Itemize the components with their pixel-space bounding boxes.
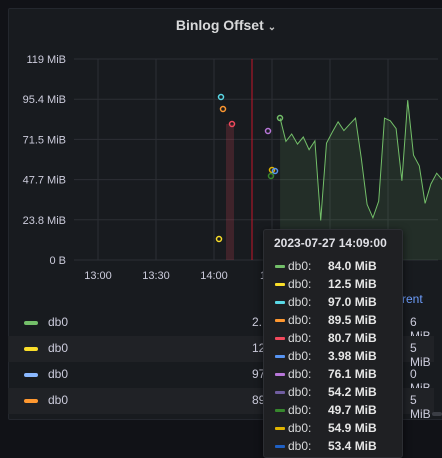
tooltip-row: db0: 89.5 MiB [264, 312, 402, 330]
y-tick-label: 0 B [49, 255, 66, 267]
tooltip-row: db0: 49.7 MiB [264, 402, 402, 420]
legend-series-name: db0 [48, 367, 68, 381]
tooltip-series-name: db0: [288, 313, 311, 327]
legend-series-name: db0 [48, 393, 68, 407]
tooltip-swatch [275, 409, 285, 412]
hover-point [266, 129, 271, 134]
hover-point [219, 95, 224, 100]
tooltip-swatch [275, 337, 285, 340]
tooltip-row: db0: 54.9 MiB [264, 420, 402, 438]
tooltip-row: db0: 80.7 MiB [264, 330, 402, 348]
tooltip-swatch [275, 391, 285, 394]
tooltip-value: 89.5 MiB [328, 313, 377, 327]
tooltip-series-name: db0: [288, 439, 311, 453]
legend-swatch [24, 399, 38, 403]
tooltip-series-name: db0: [288, 331, 311, 345]
tooltip-swatch [275, 355, 285, 358]
tooltip-row: db0: 3.98 MiB [264, 348, 402, 366]
legend-last-value: 2. [252, 315, 262, 329]
tooltip-series-name: db0: [288, 349, 311, 363]
legend-swatch [24, 373, 38, 377]
tooltip-swatch [275, 373, 285, 376]
tooltip-value: 12.5 MiB [328, 277, 377, 291]
tooltip-swatch [275, 427, 285, 430]
tooltip-swatch [275, 283, 285, 286]
hover-tooltip: 2023-07-27 14:09:00 db0: 84.0 MiB db0: 12.5… [263, 229, 403, 458]
legend-series-name: db0 [48, 341, 68, 355]
tooltip-row: db0: 53.4 MiB [264, 438, 402, 456]
y-tick-label: 71.5 MiB [23, 134, 66, 146]
tooltip-series-name: db0: [288, 277, 311, 291]
scrollbar-handle[interactable] [432, 412, 442, 416]
tooltip-value: 80.7 MiB [328, 331, 377, 345]
tooltip-value: 53.4 MiB [328, 439, 377, 453]
x-tick-label: 13:00 [84, 270, 112, 282]
hover-point [217, 237, 222, 242]
tooltip-series-name: db0: [288, 367, 311, 381]
x-tick-label: 14:00 [200, 270, 228, 282]
tooltip-swatch [275, 301, 285, 304]
y-tick-label: 23.8 MiB [23, 215, 66, 227]
tooltip-row: db0: 12.5 MiB [264, 276, 402, 294]
tooltip-series-name: db0: [288, 295, 311, 309]
tooltip-swatch [275, 265, 285, 268]
legend-swatch [24, 347, 38, 351]
legend-swatch [24, 321, 38, 325]
tooltip-value: 54.2 MiB [328, 385, 377, 399]
tooltip-row: db0: 84.0 MiB [264, 258, 402, 276]
y-axis-ticks: 119 MiB 95.4 MiB 71.5 MiB 47.7 MiB 23.8 MiB 0… [23, 54, 66, 267]
tooltip-value: 84.0 MiB [328, 259, 377, 273]
hover-point [221, 107, 226, 112]
hover-region [226, 124, 234, 260]
tooltip-series-name: db0: [288, 385, 311, 399]
tooltip-value: 76.1 MiB [328, 367, 377, 381]
tooltip-series-name: db0: [288, 421, 311, 435]
x-tick-label: 13:30 [142, 270, 170, 282]
tooltip-value: 54.9 MiB [328, 421, 377, 435]
tooltip-timestamp: 2023-07-27 14:09:00 [274, 236, 387, 250]
tooltip-swatch [275, 319, 285, 322]
y-tick-label: 95.4 MiB [23, 94, 66, 106]
legend-current-value: 5 MiB [410, 393, 434, 421]
tooltip-swatch [275, 445, 285, 448]
tooltip-value: 49.7 MiB [328, 403, 377, 417]
tooltip-series-name: db0: [288, 403, 311, 417]
tooltip-value: 3.98 MiB [328, 349, 377, 363]
legend-series-name: db0 [48, 315, 68, 329]
tooltip-series-name: db0: [288, 259, 311, 273]
tooltip-row: db0: 76.1 MiB [264, 366, 402, 384]
tooltip-row: db0: 97.0 MiB [264, 294, 402, 312]
tooltip-row: db0: 54.2 MiB [264, 384, 402, 402]
tooltip-value: 97.0 MiB [328, 295, 377, 309]
y-tick-label: 47.7 MiB [23, 175, 66, 187]
y-tick-label: 119 MiB [26, 54, 66, 66]
hover-point [278, 116, 283, 121]
hover-point [269, 174, 274, 179]
